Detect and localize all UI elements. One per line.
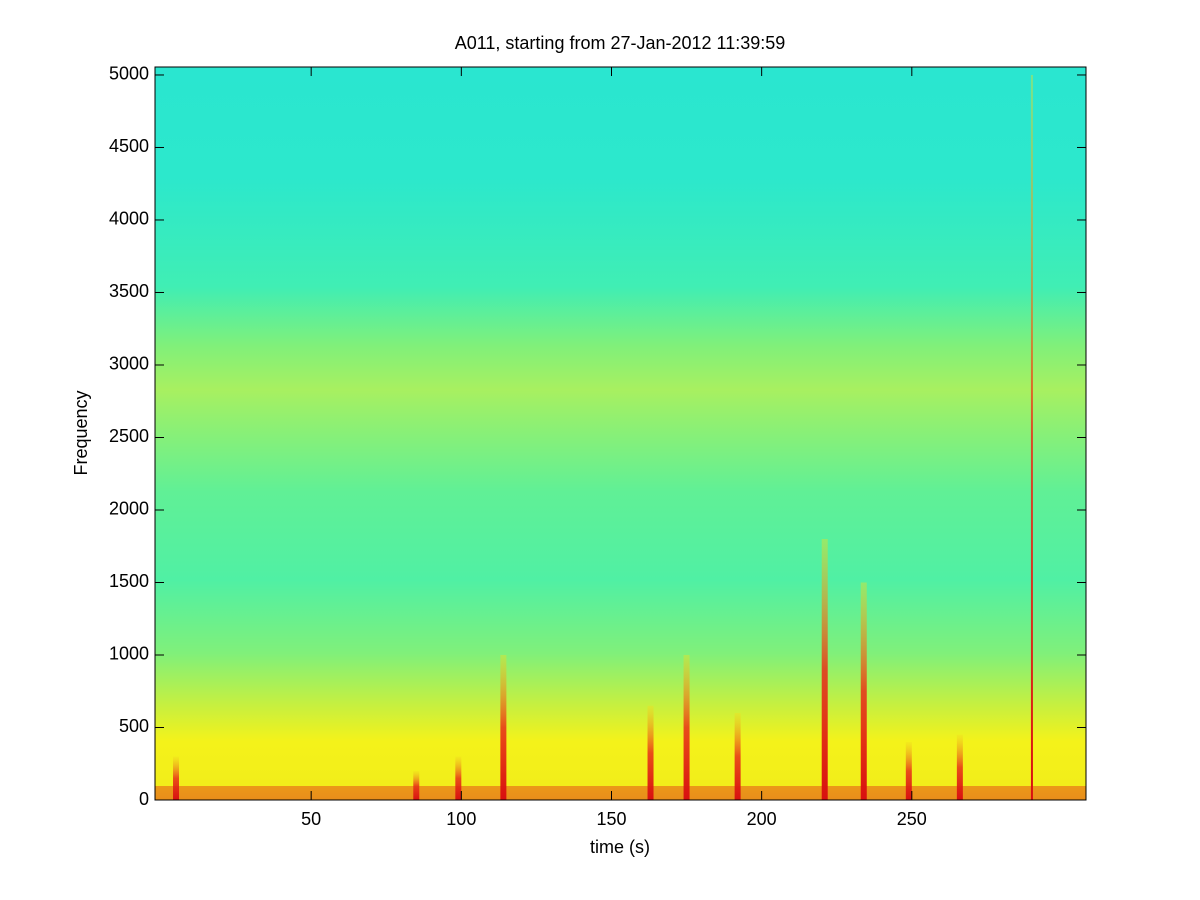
x-tick-label: 150	[596, 809, 626, 829]
spectrogram-image	[155, 67, 1086, 800]
burst	[821, 538, 828, 800]
burst	[905, 741, 912, 800]
chart-title: A011, starting from 27-Jan-2012 11:39:59	[455, 33, 786, 53]
low-frequency-band	[155, 786, 1086, 800]
y-tick-label: 0	[139, 789, 149, 809]
y-tick-label: 5000	[109, 64, 149, 84]
y-tick-label: 1500	[109, 571, 149, 591]
burst	[683, 654, 690, 800]
x-tick-label: 50	[301, 809, 321, 829]
y-axis-label: Frequency	[71, 390, 91, 475]
burst	[734, 712, 741, 800]
y-tick-label: 2000	[109, 499, 149, 519]
burst	[500, 654, 507, 800]
burst	[647, 705, 654, 800]
burst	[455, 756, 462, 800]
y-tick-label: 4000	[109, 209, 149, 229]
burst	[860, 582, 867, 800]
axes-box	[154, 66, 1087, 801]
y-tick-label: 1000	[109, 644, 149, 664]
y-tick-label: 3000	[109, 354, 149, 374]
burst	[173, 756, 180, 800]
y-tick-label: 3500	[109, 281, 149, 301]
y-tick-label: 2500	[109, 426, 149, 446]
x-tick-label: 250	[897, 809, 927, 829]
burst	[413, 770, 420, 800]
y-tick-label: 4500	[109, 136, 149, 156]
burst	[956, 734, 963, 800]
x-tick-label: 200	[747, 809, 777, 829]
x-tick-label: 100	[446, 809, 476, 829]
x-axis-label: time (s)	[590, 837, 650, 857]
burst	[1030, 74, 1033, 800]
y-tick-label: 500	[119, 716, 149, 736]
